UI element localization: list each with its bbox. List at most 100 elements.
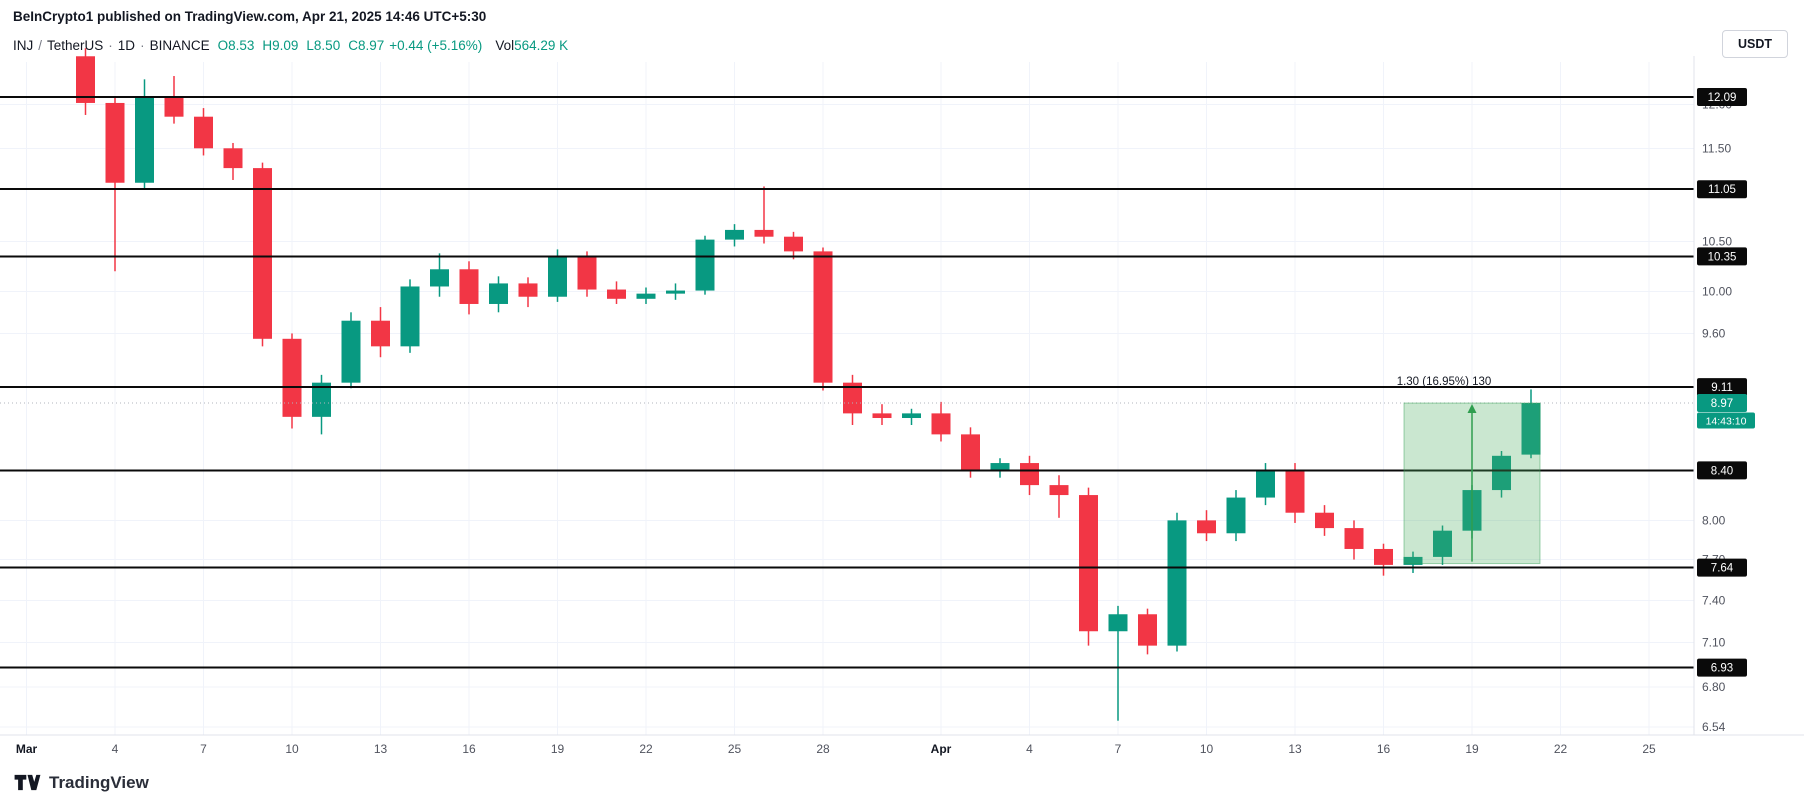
candle-mar-10[interactable] [282,338,302,417]
measurement-tool[interactable]: 1.30 (16.95%) 130 [1397,376,1541,565]
candle-apr-21[interactable] [1521,403,1541,455]
candle-apr-12[interactable] [1256,470,1275,498]
legend-dot-1: · [108,38,113,53]
time-axis[interactable]: Mar 4 7 10 13 16 19 22 25 28 Apr 4 7 10 13 16 19 22 25 [0,734,1804,756]
candle-mar-20[interactable] [577,256,597,290]
candle-mar-23[interactable] [666,290,685,294]
candle-apr-8[interactable] [1138,614,1157,646]
svg-text:10.50: 10.50 [1702,235,1732,249]
currency-button[interactable]: USDT [1721,30,1788,58]
candles-layer[interactable] [76,48,1541,721]
candle-apr-20[interactable] [1492,455,1511,491]
volume-value: Vol564.29 K [495,38,569,53]
candle-mar-21[interactable] [607,289,626,299]
legend-dot-2: · [140,38,145,53]
level-badge-8.40 [1697,461,1747,480]
svg-text:7.10: 7.10 [1702,636,1726,650]
svg-text:16: 16 [462,742,476,756]
candle-mar-19[interactable] [548,256,567,297]
level-badge-12.09 [1697,88,1747,106]
svg-text:12.09: 12.09 [1708,92,1737,104]
svg-text:25: 25 [1642,742,1656,756]
svg-text:8.97: 8.97 [1711,398,1733,410]
high-value: H9.09 [262,38,299,53]
tradingview-logo[interactable]: TradingView [14,772,149,793]
candle-mar-11[interactable] [312,382,331,417]
candle-mar-25[interactable] [725,229,744,240]
candle-mar-4[interactable] [105,102,125,183]
candle-mar-5[interactable] [135,96,154,183]
candle-apr-3[interactable] [990,463,1010,471]
svg-text:6.80: 6.80 [1702,680,1726,694]
candle-mar-16[interactable] [459,269,479,304]
svg-text:11.05: 11.05 [1708,184,1736,196]
svg-text:10.35: 10.35 [1708,251,1737,263]
candle-apr-17[interactable] [1403,556,1423,565]
candle-apr-5[interactable] [1049,485,1069,496]
candle-apr-6[interactable] [1079,495,1098,632]
svg-text:6.54: 6.54 [1702,720,1726,734]
svg-text:7: 7 [200,742,207,756]
svg-text:14:43:10: 14:43:10 [1706,416,1747,428]
svg-text:19: 19 [551,742,565,756]
candle-apr-16[interactable] [1374,548,1393,565]
candle-apr-15[interactable] [1344,528,1364,549]
price-axis[interactable]: 12.0011.5010.5010.009.608.007.707.407.10… [1693,56,1755,735]
candle-mar-22[interactable] [636,293,656,299]
candle-mar-29[interactable] [843,382,862,414]
candle-apr-14[interactable] [1315,512,1334,529]
svg-text:8.00: 8.00 [1702,513,1726,527]
candle-mar-28[interactable] [813,251,833,383]
open-value: O8.53 [217,38,255,53]
candle-apr-11[interactable] [1226,497,1246,534]
attribution-text: BeInCrypto1 published on TradingView.com… [13,9,487,24]
svg-text:4: 4 [112,742,119,756]
candle-apr-18[interactable] [1433,530,1452,557]
exchange-label[interactable]: BINANCE [149,38,210,53]
svg-text:11.50: 11.50 [1702,141,1731,155]
last-price-badge [1697,394,1747,413]
change-value: +0.44 (+5.16%) [389,38,483,53]
candle-mar-15[interactable] [430,269,449,287]
level-badge-10.35 [1697,247,1747,266]
candle-mar-26[interactable] [754,229,774,237]
tradingview-logo-text: TradingView [49,772,149,792]
candle-mar-27[interactable] [784,236,803,252]
countdown-badge [1697,412,1755,429]
candle-mar-31[interactable] [902,413,921,419]
svg-text:7.64: 7.64 [1711,563,1734,575]
svg-text:25: 25 [728,742,742,756]
svg-text:4: 4 [1026,742,1033,756]
grid-layer [0,62,1694,735]
candle-mar-14[interactable] [400,286,420,347]
candle-mar-3[interactable] [76,56,95,103]
low-value: L8.50 [306,38,341,53]
candle-mar-12[interactable] [341,320,361,383]
level-badge-6.93 [1697,658,1747,677]
candle-mar-9[interactable] [253,168,272,339]
candle-mar-13[interactable] [371,320,390,347]
symbol-name[interactable]: INJ [13,38,34,53]
svg-text:7: 7 [1115,742,1122,756]
candle-mar-18[interactable] [518,283,538,297]
interval-label[interactable]: 1D [117,38,136,53]
candle-apr-10[interactable] [1197,520,1216,534]
svg-text:22: 22 [1554,742,1568,756]
candle-mar-30[interactable] [872,413,892,419]
candle-apr-7[interactable] [1108,614,1128,632]
candle-mar-17[interactable] [489,283,508,304]
candle-apr-1[interactable] [931,413,951,435]
candle-mar-8[interactable] [223,148,243,169]
candle-mar-24[interactable] [695,239,715,291]
support-resistance-lines[interactable] [0,96,1694,669]
symbol-pair[interactable]: TetherUS [47,38,104,53]
candle-apr-2[interactable] [961,434,980,471]
candle-apr-4[interactable] [1020,463,1039,486]
candle-apr-9[interactable] [1167,520,1187,646]
candle-mar-6[interactable] [164,96,184,117]
candle-mar-7[interactable] [194,116,213,149]
svg-text:10.00: 10.00 [1702,285,1732,299]
candle-apr-13[interactable] [1285,470,1305,513]
